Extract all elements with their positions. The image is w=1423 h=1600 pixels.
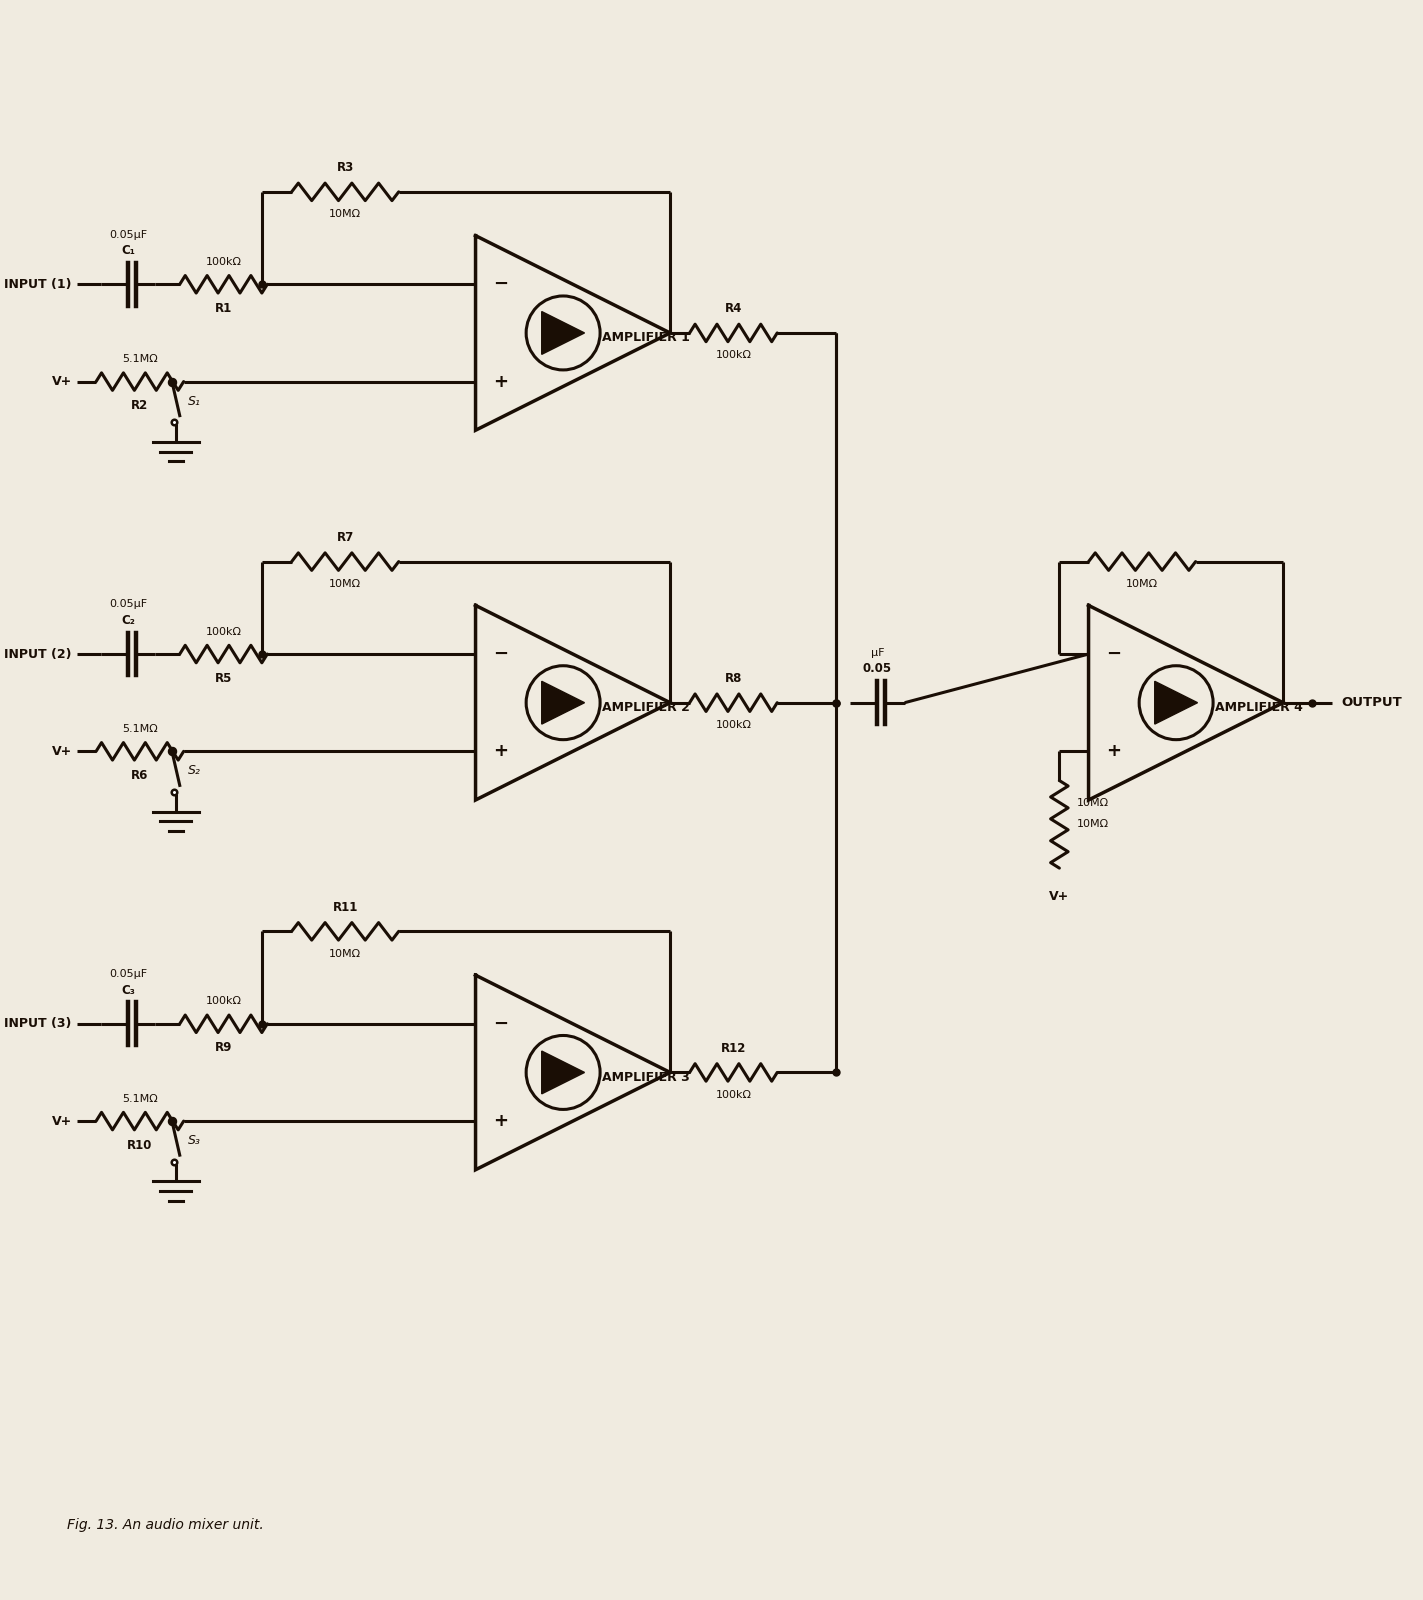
Polygon shape [542, 1051, 585, 1094]
Text: 5.1MΩ: 5.1MΩ [122, 354, 158, 365]
Text: 10MΩ: 10MΩ [1126, 579, 1158, 589]
Polygon shape [542, 312, 585, 354]
Text: 100kΩ: 100kΩ [205, 627, 242, 637]
Text: 0.05: 0.05 [862, 662, 892, 675]
Text: AMPLIFIER 2: AMPLIFIER 2 [602, 701, 690, 714]
Text: V+: V+ [51, 1115, 71, 1128]
Text: R7: R7 [336, 531, 354, 544]
Text: 10MΩ: 10MΩ [329, 579, 361, 589]
Text: R12: R12 [720, 1042, 746, 1054]
Text: Fig. 13. An audio mixer unit.: Fig. 13. An audio mixer unit. [67, 1518, 263, 1531]
Polygon shape [542, 682, 585, 725]
Text: V+: V+ [51, 746, 71, 758]
Text: R4: R4 [724, 302, 741, 315]
Text: 100kΩ: 100kΩ [205, 997, 242, 1006]
Text: 0.05μF: 0.05μF [110, 600, 147, 610]
Polygon shape [1154, 682, 1198, 725]
Text: 10MΩ: 10MΩ [329, 949, 361, 958]
Text: 100kΩ: 100kΩ [716, 720, 751, 730]
Text: 10MΩ: 10MΩ [1077, 798, 1109, 808]
Text: +: + [1106, 742, 1121, 760]
Text: 10MΩ: 10MΩ [329, 210, 361, 219]
Text: V+: V+ [51, 374, 71, 389]
Text: S₂: S₂ [188, 765, 201, 778]
Text: C₂: C₂ [121, 614, 135, 627]
Text: 5.1MΩ: 5.1MΩ [122, 1093, 158, 1104]
Text: +: + [492, 373, 508, 390]
Text: −: − [492, 275, 508, 293]
Text: R3: R3 [336, 162, 354, 174]
Text: AMPLIFIER 4: AMPLIFIER 4 [1215, 701, 1303, 714]
Text: C₁: C₁ [121, 245, 135, 258]
Text: μF: μF [871, 648, 884, 658]
Text: 10MΩ: 10MΩ [1077, 819, 1109, 829]
Text: AMPLIFIER 1: AMPLIFIER 1 [602, 331, 690, 344]
Text: AMPLIFIER 3: AMPLIFIER 3 [602, 1070, 690, 1083]
Text: S₃: S₃ [188, 1134, 201, 1147]
Text: R1: R1 [215, 302, 232, 315]
Text: −: − [1106, 645, 1121, 662]
Text: R5: R5 [215, 672, 232, 685]
Text: −: − [492, 645, 508, 662]
Text: 100kΩ: 100kΩ [205, 256, 242, 267]
Text: INPUT (1): INPUT (1) [4, 278, 71, 291]
Text: 5.1MΩ: 5.1MΩ [122, 723, 158, 734]
Text: INPUT (2): INPUT (2) [4, 648, 71, 661]
Text: R10: R10 [127, 1139, 152, 1152]
Text: R8: R8 [724, 672, 741, 685]
Text: R6: R6 [131, 770, 148, 782]
Text: 100kΩ: 100kΩ [716, 1090, 751, 1099]
Text: +: + [492, 742, 508, 760]
Text: V+: V+ [1049, 890, 1070, 902]
Text: 100kΩ: 100kΩ [716, 350, 751, 360]
Text: 0.05μF: 0.05μF [110, 229, 147, 240]
Text: +: + [492, 1112, 508, 1130]
Text: R2: R2 [131, 398, 148, 413]
Text: R9: R9 [215, 1042, 232, 1054]
Text: S₁: S₁ [188, 395, 201, 408]
Text: 0.05μF: 0.05μF [110, 970, 147, 979]
Text: −: − [492, 1014, 508, 1032]
Text: INPUT (3): INPUT (3) [4, 1018, 71, 1030]
Text: OUTPUT: OUTPUT [1342, 696, 1402, 709]
Text: R11: R11 [333, 901, 357, 914]
Text: C₃: C₃ [121, 984, 135, 997]
